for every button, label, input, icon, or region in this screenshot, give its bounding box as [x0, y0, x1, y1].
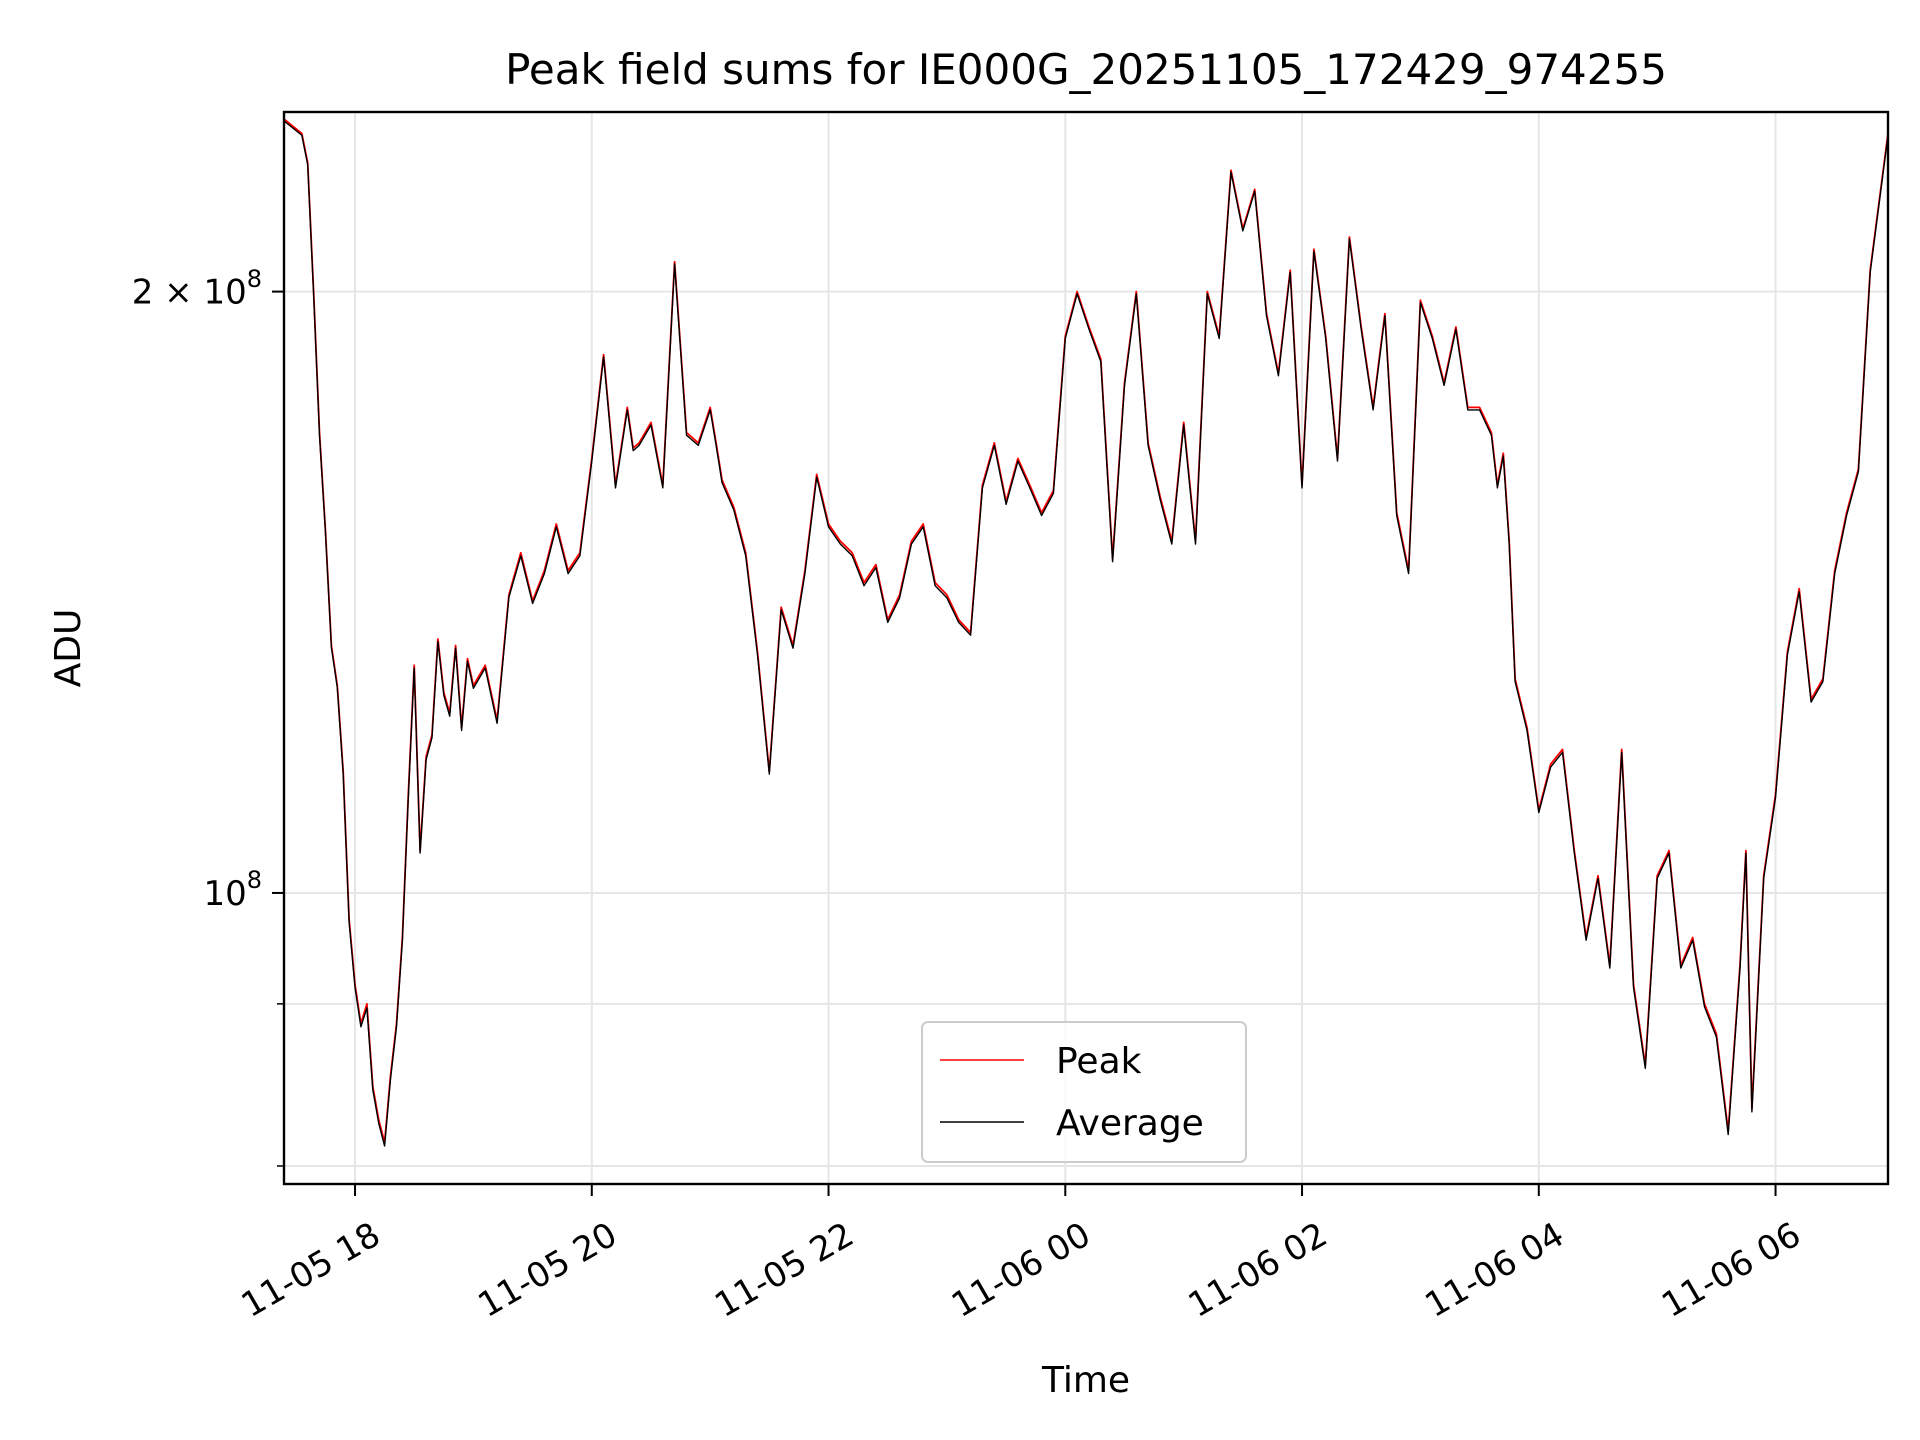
plot-frame	[282, 110, 1890, 1186]
x-tick-label: 11-05 20	[471, 1215, 623, 1326]
legend-label-peak: Peak	[1056, 1041, 1142, 1082]
y-tick-label: 2 × 108	[132, 265, 262, 313]
x-tick-label: 11-06 04	[1418, 1215, 1570, 1326]
grid-layer	[284, 112, 1888, 1184]
x-axis-ticks: 11-05 18 11-05 20 11-05 22 11-06 00 11-06 02…	[235, 1184, 1808, 1326]
legend-box	[921, 1021, 1247, 1163]
legend: Peak Average	[921, 1021, 1247, 1163]
series-line-average	[283, 120, 1889, 1147]
x-tick-label: 11-05 18	[235, 1215, 387, 1326]
chart-title: Peak field sums for IE000G_20251105_1724…	[505, 45, 1667, 94]
series-line-peak	[283, 118, 1889, 1144]
series-layer	[283, 118, 1889, 1147]
x-tick-label: 11-05 22	[708, 1215, 860, 1326]
x-tick-label: 11-06 06	[1655, 1215, 1807, 1326]
x-axis-label: Time	[1041, 1360, 1130, 1401]
y-tick-label: 108	[203, 866, 262, 914]
x-tick-label: 11-06 02	[1182, 1215, 1334, 1326]
x-tick-label: 11-06 00	[945, 1215, 1097, 1326]
y-axis-label: ADU	[48, 609, 89, 688]
legend-label-average: Average	[1056, 1103, 1204, 1144]
y-axis-ticks: 108 2 × 108	[132, 265, 284, 1167]
